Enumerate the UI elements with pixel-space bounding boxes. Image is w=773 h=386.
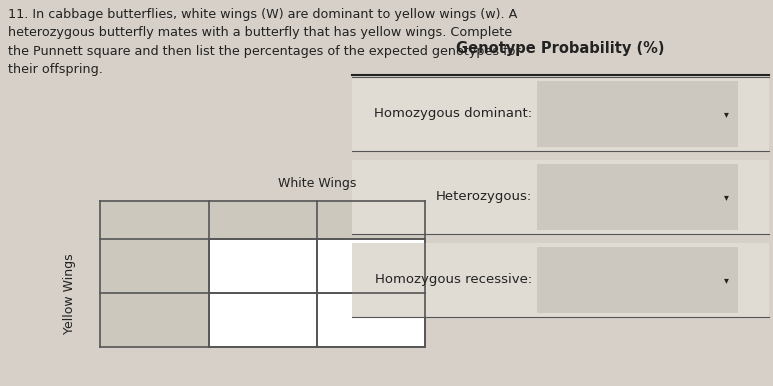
Bar	[537, 247, 738, 313]
Bar	[209, 239, 317, 293]
Bar	[317, 239, 425, 293]
Bar	[100, 239, 209, 293]
Bar	[209, 201, 317, 239]
Text: White Wings: White Wings	[278, 177, 356, 190]
Text: ▾: ▾	[724, 109, 729, 119]
Bar	[317, 201, 425, 239]
Bar	[352, 77, 769, 151]
Text: Homozygous dominant:: Homozygous dominant:	[373, 107, 532, 120]
Bar	[100, 201, 209, 239]
Text: Heterozygous:: Heterozygous:	[435, 190, 532, 203]
Text: 11. In cabbage butterflies, white wings (W) are dominant to yellow wings (w). A
: 11. In cabbage butterflies, white wings …	[8, 8, 520, 76]
Bar	[100, 293, 209, 347]
Text: Homozygous recessive:: Homozygous recessive:	[375, 273, 532, 286]
Bar	[352, 160, 769, 234]
Text: Yellow Wings: Yellow Wings	[63, 253, 76, 334]
Text: Genotype Probability (%): Genotype Probability (%)	[456, 41, 665, 56]
Text: ▾: ▾	[724, 275, 729, 285]
Bar	[352, 243, 769, 317]
Bar	[317, 293, 425, 347]
Text: ▾: ▾	[724, 192, 729, 202]
Bar	[537, 81, 738, 147]
Bar	[537, 164, 738, 230]
Bar	[209, 293, 317, 347]
